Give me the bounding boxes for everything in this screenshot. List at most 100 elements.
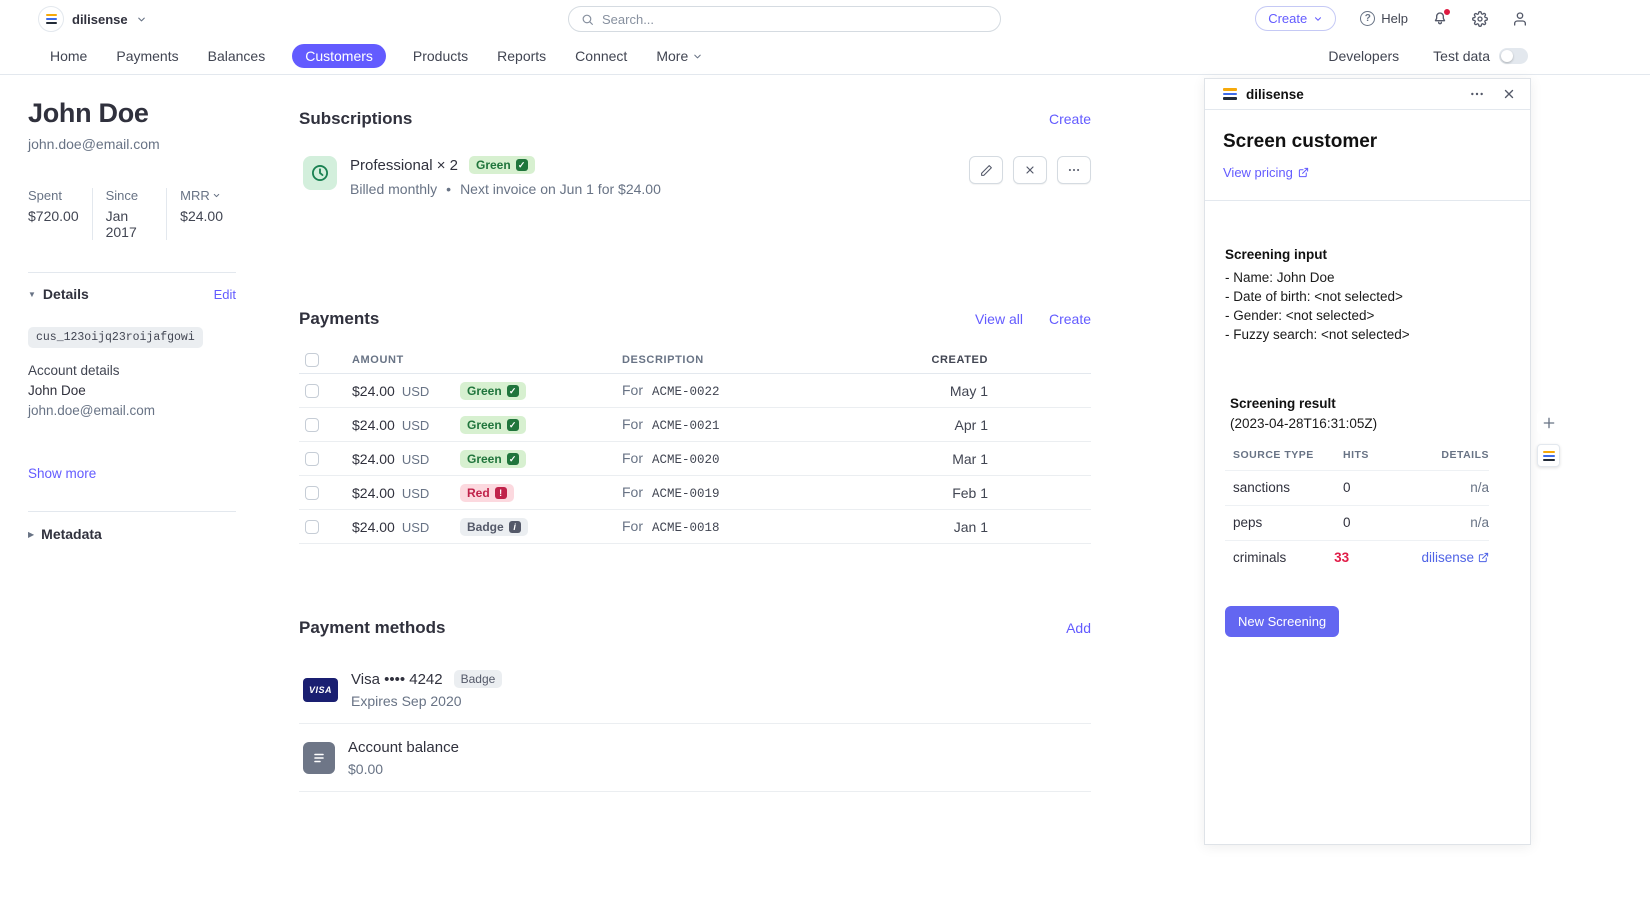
test-data-toggle[interactable] xyxy=(1499,48,1528,64)
account-balance-value: $0.00 xyxy=(348,761,384,777)
subscription-name: Professional × 2 xyxy=(350,156,458,174)
payment-created: Feb 1 xyxy=(952,484,988,501)
payment-row[interactable]: $24.00 USD Red! For ACME-0019 Feb 1 xyxy=(299,476,1091,510)
view-pricing-link[interactable]: View pricing xyxy=(1223,165,1309,180)
payments-section: Payments View all Create AMOUNT DESCRIPT… xyxy=(299,309,1091,544)
payment-description: ACME-0019 xyxy=(652,487,720,501)
account-name: John Doe xyxy=(28,383,86,398)
nav-item-connect[interactable]: Connect xyxy=(575,48,628,64)
card-payment-method-row[interactable]: VISA Visa •••• 4242 Badge Expires Sep 20… xyxy=(299,655,1091,724)
customer-detail-main: Subscriptions Create Professional × 2 Gr… xyxy=(299,76,1091,866)
notification-dot xyxy=(1443,7,1451,16)
nav-item-customers[interactable]: Customers xyxy=(292,44,386,68)
caret-right-icon: ▶ xyxy=(28,529,35,539)
row-checkbox[interactable] xyxy=(305,519,319,534)
dilisense-details-link[interactable]: dilisense xyxy=(1421,550,1489,565)
payment-row[interactable]: $24.00 USD Green ✓ For ACME-0020 Mar 1 xyxy=(299,442,1091,476)
metadata-header[interactable]: ▶ Metadata xyxy=(28,526,236,542)
dilisense-logo xyxy=(1223,88,1237,100)
help-button[interactable]: ? Help xyxy=(1360,11,1408,26)
badge-label: Green xyxy=(467,451,502,466)
payment-description: ACME-0022 xyxy=(652,385,720,399)
card-label: Visa •••• 4242 xyxy=(351,670,443,688)
details-link-label: dilisense xyxy=(1421,550,1474,565)
row-checkbox[interactable] xyxy=(305,383,319,398)
stat-since: Since Jan 2017 xyxy=(91,188,167,240)
description-prefix: For xyxy=(622,518,643,534)
payment-created: Jan 1 xyxy=(953,518,988,535)
row-checkbox[interactable] xyxy=(305,451,319,466)
dilisense-app-button[interactable] xyxy=(1537,444,1560,467)
column-description: DESCRIPTION xyxy=(622,353,704,366)
visa-card-icon: VISA xyxy=(303,677,338,702)
expand-panel-button[interactable] xyxy=(1537,411,1560,434)
subscription-actions xyxy=(969,156,1091,184)
nav-item-payments[interactable]: Payments xyxy=(116,48,179,64)
check-icon: ✓ xyxy=(506,452,519,465)
column-source-type: SOURCE TYPE xyxy=(1233,449,1314,461)
payment-status-badge: Green ✓ xyxy=(460,415,526,434)
row-checkbox[interactable] xyxy=(305,485,319,500)
card-expiry: Expires Sep 2020 xyxy=(351,693,462,709)
badge-label: Red xyxy=(467,485,490,500)
ellipsis-icon[interactable] xyxy=(1469,86,1485,102)
account-balance-row[interactable]: Account balance $0.00 xyxy=(299,724,1091,792)
hits-value: 0 xyxy=(1343,515,1351,530)
source-type: criminals xyxy=(1233,550,1287,565)
test-data-label: Test data xyxy=(1433,48,1490,64)
select-all-checkbox[interactable] xyxy=(305,352,319,367)
nav-developers[interactable]: Developers xyxy=(1328,48,1400,64)
stat-value: $24.00 xyxy=(180,208,223,224)
subscription-more-button[interactable] xyxy=(1057,156,1091,184)
payment-currency: USD xyxy=(401,417,430,433)
nav-item-home[interactable]: Home xyxy=(50,48,88,64)
screening-input-lines: - Name: John Doe - Date of birth: <not s… xyxy=(1225,268,1510,344)
nav-item-more[interactable]: More xyxy=(654,44,705,68)
customer-stats: Spent $720.00 Since Jan 2017 MRR $24.00 xyxy=(28,188,236,240)
payment-row[interactable]: $24.00 USD Green ✓ For ACME-0021 Apr 1 xyxy=(299,408,1091,442)
cancel-subscription-button[interactable] xyxy=(1013,156,1047,184)
add-payment-method-link[interactable]: Add xyxy=(1066,620,1091,636)
stat-value: $720.00 xyxy=(28,208,79,224)
view-pricing-label: View pricing xyxy=(1223,165,1293,180)
subscription-status-badge: Green ✓ xyxy=(468,156,535,174)
account-details-label: Account details xyxy=(28,363,120,378)
search-bar[interactable] xyxy=(568,6,1001,32)
screening-input-line: - Date of birth: <not selected> xyxy=(1225,289,1403,304)
search-input[interactable] xyxy=(602,11,988,27)
source-type: peps xyxy=(1233,515,1263,530)
payment-currency: USD xyxy=(401,451,430,467)
nav-item-reports[interactable]: Reports xyxy=(497,48,547,64)
pencil-icon xyxy=(980,164,992,176)
description-prefix: For xyxy=(622,416,643,432)
screening-result-table: SOURCE TYPE HITS DETAILS sanctions 0 n/a… xyxy=(1225,443,1489,575)
dilisense-logo-bars xyxy=(45,14,57,24)
view-all-payments-link[interactable]: View all xyxy=(974,311,1023,327)
payment-row[interactable]: $24.00 USD Badge i For ACME-0018 Jan 1 xyxy=(299,510,1091,544)
customer-summary: John Doe john.doe@email.com Spent $720.0… xyxy=(28,76,236,542)
create-subscription-link[interactable]: Create xyxy=(1048,111,1091,127)
edit-details-link[interactable]: Edit xyxy=(213,286,236,302)
nav-item-products[interactable]: Products xyxy=(412,48,469,64)
notifications-button[interactable] xyxy=(1432,7,1451,27)
new-screening-button[interactable]: New Screening xyxy=(1225,606,1340,637)
details-header[interactable]: ▼ Details Edit xyxy=(28,286,236,302)
payment-row[interactable]: $24.00 USD Green ✓ For ACME-0022 May 1 xyxy=(299,374,1091,408)
create-button[interactable]: Create xyxy=(1255,6,1337,31)
close-icon[interactable] xyxy=(1502,87,1516,101)
nav-item-balances[interactable]: Balances xyxy=(207,48,266,64)
profile-button[interactable] xyxy=(1512,11,1528,27)
dilisense-panel: dilisense Screen customer View pricing S… xyxy=(1204,78,1531,845)
edit-subscription-button[interactable] xyxy=(969,156,1003,184)
screening-input-title: Screening input xyxy=(1225,247,1328,262)
settings-button[interactable] xyxy=(1472,10,1488,27)
org-switcher[interactable]: dilisense xyxy=(38,6,147,32)
source-type: sanctions xyxy=(1233,480,1291,495)
create-payment-link[interactable]: Create xyxy=(1048,311,1091,327)
customer-id-pill[interactable]: cus_123oijq23roijafgowi xyxy=(28,327,203,348)
show-more-link[interactable]: Show more xyxy=(28,466,97,481)
badge-label: Badge xyxy=(467,519,504,534)
check-icon: ✓ xyxy=(506,418,519,431)
exclamation-icon: ! xyxy=(494,486,507,499)
row-checkbox[interactable] xyxy=(305,417,319,432)
